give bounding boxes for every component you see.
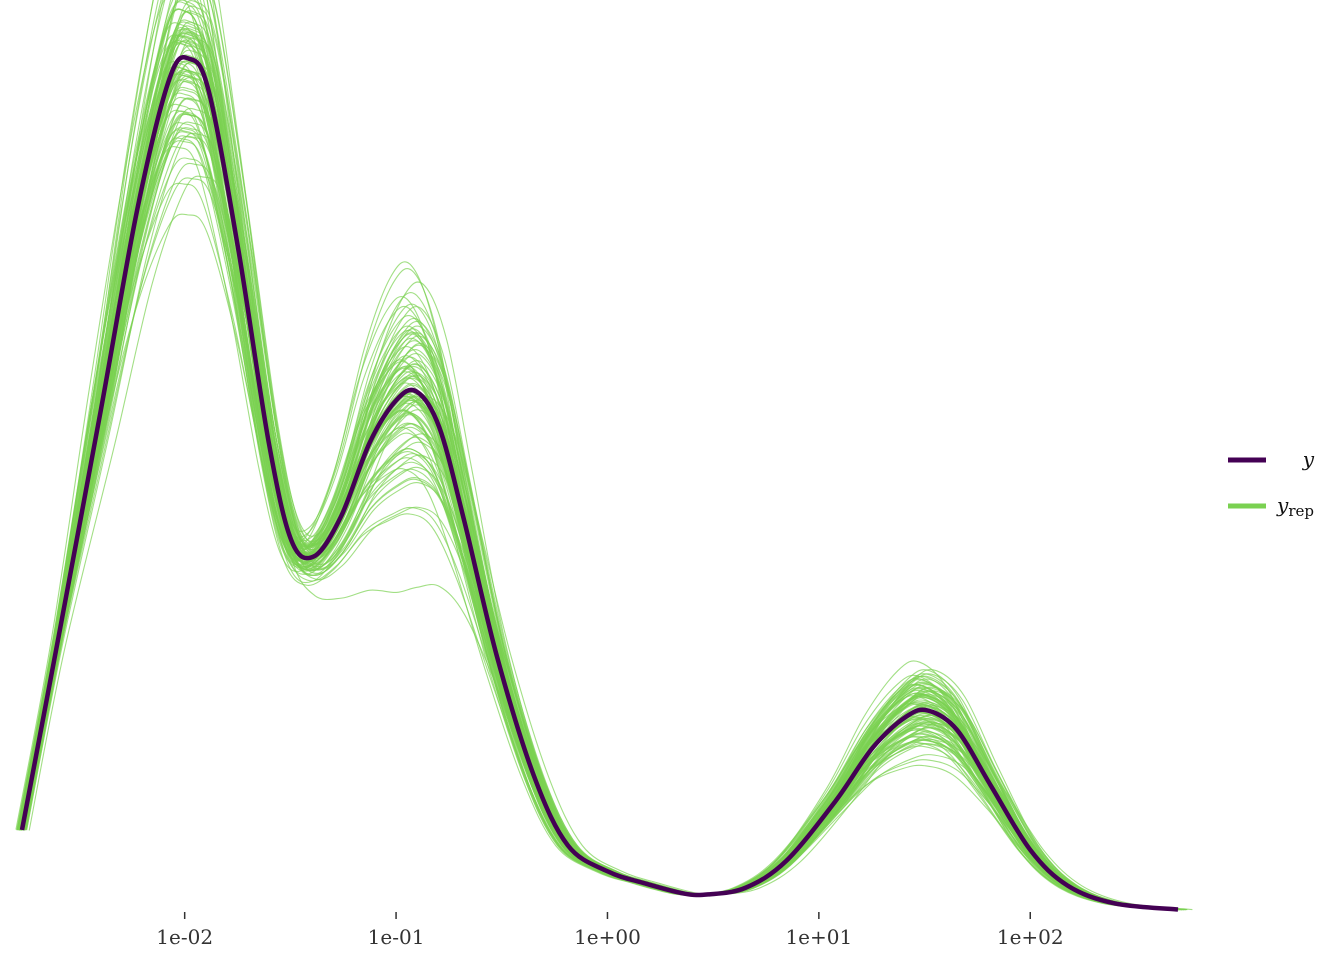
yrep-line-94 [19, 35, 1175, 911]
x-tick-label-1: 1e-01 [368, 925, 425, 949]
legend-label-yrep: yrep [1276, 493, 1314, 520]
yrep-line-84 [20, 89, 1178, 911]
yrep-line-73 [24, 45, 1185, 911]
yrep-line-8 [20, 41, 1177, 911]
yrep-line-32 [22, 40, 1180, 911]
yrep-series-lines [15, 0, 1193, 911]
yrep-line-89 [23, 75, 1182, 911]
yrep-line-87 [21, 28, 1179, 911]
x-tick-label-3: 1e+01 [785, 925, 852, 949]
x-tick-label-2: 1e+00 [574, 925, 641, 949]
yrep-line-83 [24, 77, 1184, 911]
yrep-line-34 [26, 37, 1188, 911]
yrep-line-51 [24, 107, 1185, 911]
yrep-line-42 [24, 62, 1185, 911]
yrep-line-56 [25, 0, 1186, 911]
yrep-line-61 [15, 0, 1166, 911]
yrep-line-31 [25, 61, 1186, 911]
yrep-line-57 [21, 69, 1179, 911]
yrep-line-65 [22, 113, 1181, 911]
yrep-line-81 [21, 74, 1179, 911]
yrep-line-90 [20, 27, 1176, 911]
yrep-line-44 [25, 5, 1186, 911]
yrep-line-82 [22, 54, 1181, 911]
yrep-line-93 [26, 132, 1188, 911]
yrep-line-68 [20, 0, 1177, 911]
yrep-line-53 [16, 146, 1169, 911]
yrep-line-88 [21, 19, 1179, 911]
yrep-line-77 [21, 21, 1178, 911]
yrep-line-39 [19, 0, 1176, 911]
yrep-line-50 [22, 35, 1180, 911]
yrep-line-6 [23, 98, 1183, 911]
yrep-line-95 [23, 25, 1182, 911]
yrep-line-2 [22, 39, 1181, 911]
yrep-line-97 [23, 0, 1183, 911]
yrep-line-62 [24, 21, 1184, 911]
yrep-line-28 [23, 97, 1183, 911]
yrep-line-36 [19, 0, 1175, 911]
yrep-line-52 [24, 10, 1184, 911]
yrep-line-72 [24, 31, 1184, 911]
y-series-line [19, 55, 1179, 912]
legend-label-y: y [1302, 447, 1315, 471]
x-axis: 1e-02 1e-01 1e+00 1e+01 1e+02 [156, 912, 1064, 949]
yrep-line-26 [19, 60, 1174, 911]
legend: y yrep [1228, 447, 1315, 520]
yrep-line-5 [23, 70, 1183, 911]
yrep-line-92 [18, 182, 1173, 911]
y-series-line-group [19, 55, 1179, 912]
yrep-line-96 [20, 86, 1178, 911]
yrep-line-30 [23, 11, 1182, 911]
yrep-line-98 [28, 175, 1193, 911]
x-tick-label-0: 1e-02 [156, 925, 213, 949]
yrep-line-67 [23, 121, 1182, 911]
yrep-line-59 [23, 60, 1182, 911]
yrep-line-99 [21, 69, 1179, 911]
yrep-line-80 [16, 34, 1169, 911]
x-tick-label-4: 1e+02 [997, 925, 1064, 949]
